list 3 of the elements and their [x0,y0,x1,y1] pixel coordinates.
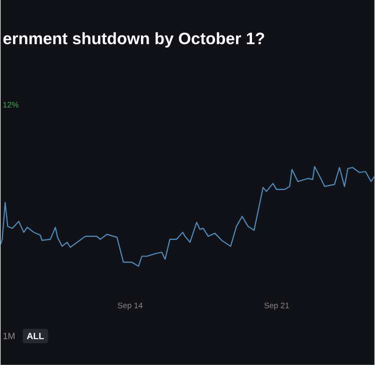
text: ALL [26,332,44,340]
text: 1M [3,332,14,340]
chart-title: ernment shutdown by October 1? [3,32,264,48]
